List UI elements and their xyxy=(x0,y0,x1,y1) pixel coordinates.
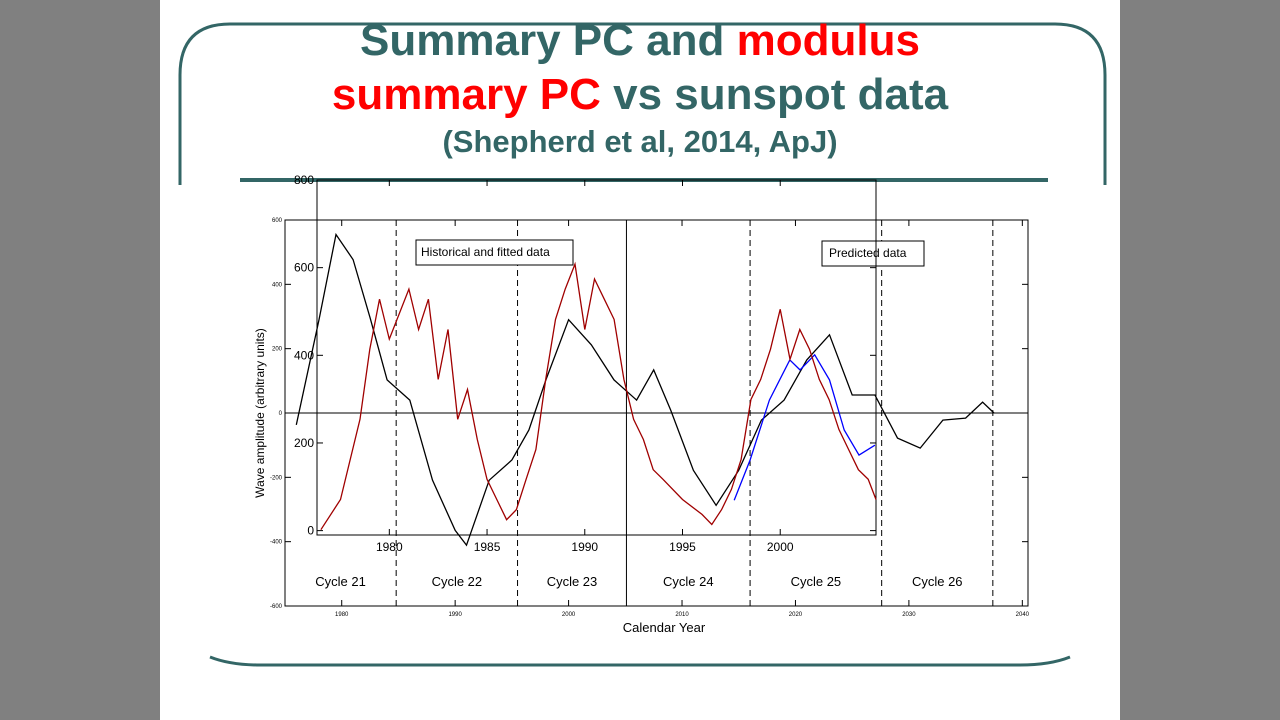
plot-frame xyxy=(316,179,877,536)
y-tick-label: 0 xyxy=(279,411,283,417)
title-line: Summary PC and modulus xyxy=(160,14,1120,68)
series-line xyxy=(295,232,995,547)
x-tick-label: 2000 xyxy=(562,612,576,618)
x-tick-label: 1990 xyxy=(448,612,462,618)
y-tick-label: -400 xyxy=(270,540,283,546)
y-tick-label: -600 xyxy=(270,604,283,610)
cycle-label: Cycle 24 xyxy=(663,574,714,589)
series-line xyxy=(320,261,877,531)
y-tick-label: 200 xyxy=(272,347,283,353)
x-tick-label: 1995 xyxy=(669,540,696,554)
x-tick-label: 2000 xyxy=(767,540,794,554)
y-tick-label: 400 xyxy=(294,348,314,362)
cycle-label: Cycle 25 xyxy=(791,574,842,589)
x-tick-label: 1990 xyxy=(571,540,598,554)
cycle-label: Cycle 21 xyxy=(315,574,366,589)
cycle-label: Cycle 23 xyxy=(547,574,598,589)
series-line xyxy=(733,353,876,501)
x-axis-label: Calendar Year xyxy=(623,620,706,635)
x-tick-label: 2040 xyxy=(1016,612,1030,618)
y-axis-label: Wave amplitude (arbitrary units) xyxy=(253,328,267,498)
y-tick-label: 600 xyxy=(294,261,314,275)
title: Summary PC and modulus summary PC vs sun… xyxy=(160,14,1120,162)
x-tick-label: 1980 xyxy=(376,540,403,554)
annotation: Historical and fitted data xyxy=(421,245,550,259)
y-tick-label: -200 xyxy=(270,475,283,481)
x-tick-label: 2030 xyxy=(902,612,916,618)
slide: Summary PC and modulus summary PC vs sun… xyxy=(160,0,1120,720)
annotation-box xyxy=(415,239,574,266)
cycle-label: Cycle 26 xyxy=(912,574,963,589)
x-tick-label: 2010 xyxy=(675,612,689,618)
title-part: modulus xyxy=(736,16,920,65)
y-tick-label: 600 xyxy=(272,218,283,224)
x-tick-label: 2020 xyxy=(789,612,803,618)
y-tick-label: 400 xyxy=(272,282,283,288)
y-tick-label: 200 xyxy=(294,436,314,450)
annotation-box xyxy=(821,240,925,267)
title-part: vs sunspot data xyxy=(613,70,949,119)
y-tick-label: 0 xyxy=(307,524,314,538)
title-part: Summary PC and xyxy=(360,16,725,65)
citation: (Shepherd et al, 2014, ApJ) xyxy=(442,124,838,159)
y-tick-label: 800 xyxy=(294,173,314,187)
x-tick-label: 1985 xyxy=(474,540,501,554)
title-part: summary PC xyxy=(331,70,601,119)
title-line: summary PC vs sunspot data xyxy=(160,68,1120,122)
annotation: Predicted data xyxy=(829,246,907,260)
x-tick-label: 1980 xyxy=(335,612,349,618)
cycle-label: Cycle 22 xyxy=(432,574,483,589)
